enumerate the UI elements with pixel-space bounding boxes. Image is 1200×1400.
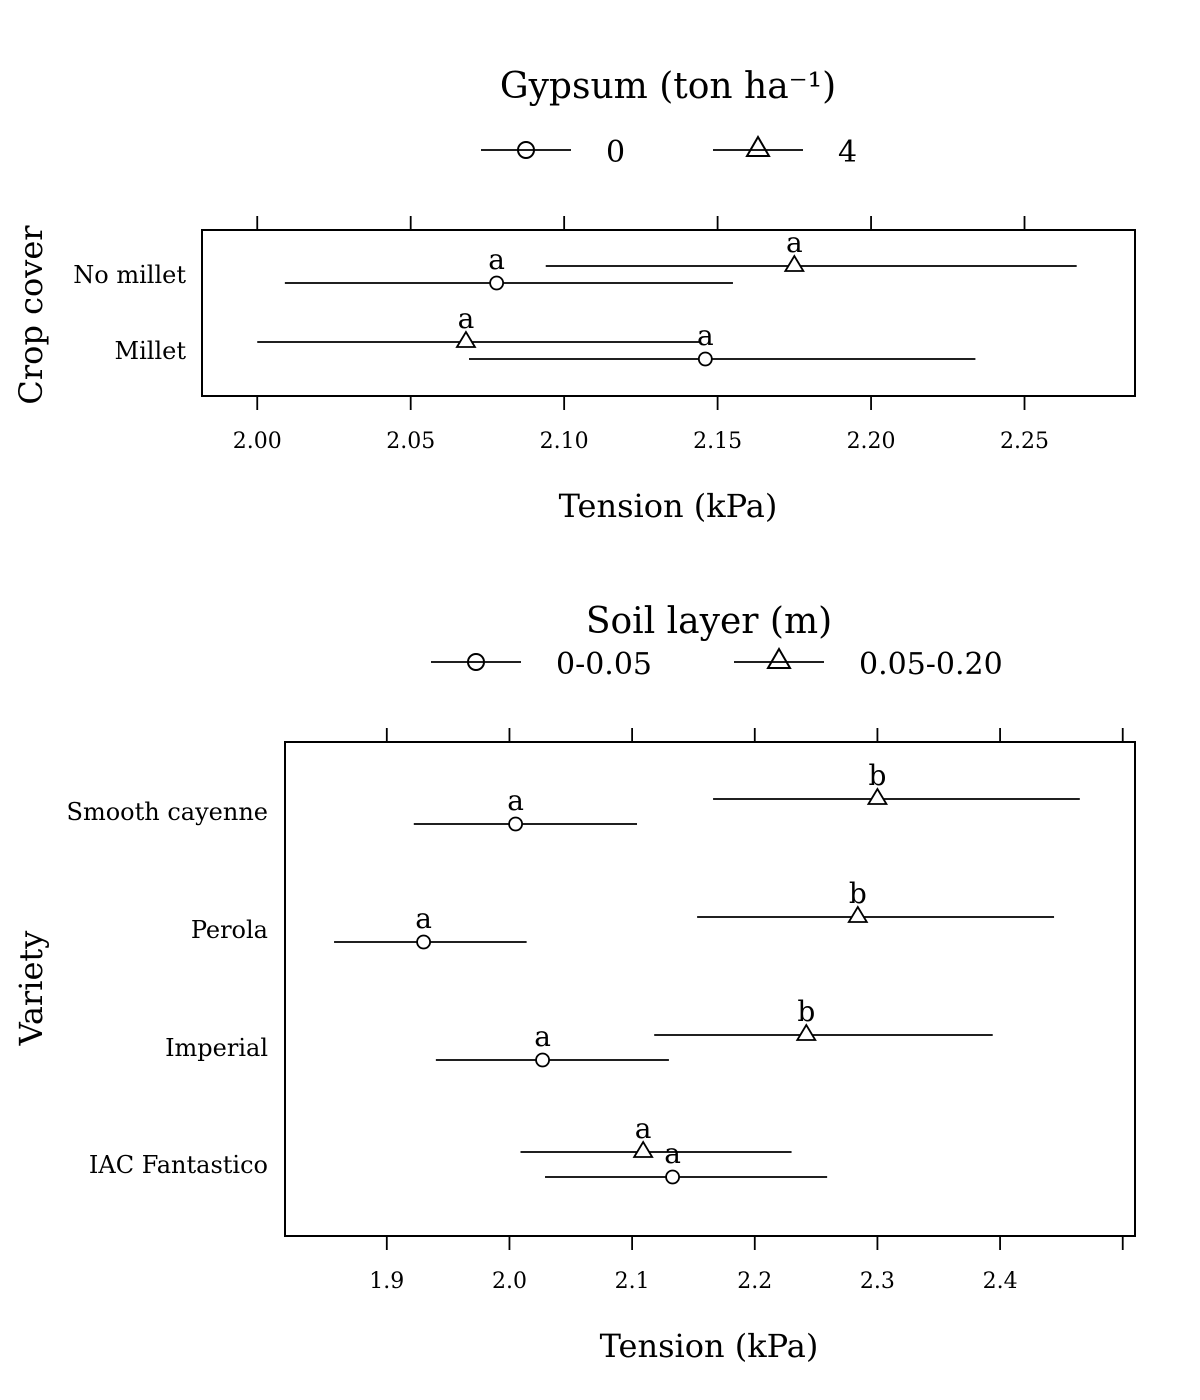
triangle-marker bbox=[847, 905, 869, 923]
variety-panel: Soil layer (m) 0-0.05 0.05-0.20 1.9 2.0 2.… bbox=[12, 601, 1136, 1365]
plot-frame bbox=[284, 741, 1136, 1237]
plot-frame bbox=[201, 229, 1136, 397]
top-ticks bbox=[256, 216, 1026, 230]
category-label: Perola bbox=[191, 916, 268, 944]
x-tick-label: 2.10 bbox=[540, 429, 589, 454]
triangle-marker bbox=[783, 254, 805, 272]
x-axis-ticks: 2.00 2.05 2.10 2.15 2.20 2.25 bbox=[233, 396, 1049, 454]
legend-circle-marker bbox=[467, 653, 485, 671]
significance-letter: a bbox=[786, 226, 803, 259]
significance-letter: b bbox=[868, 759, 886, 792]
category-labels: No millet Millet bbox=[73, 261, 186, 365]
x-tick-label: 1.9 bbox=[369, 1269, 404, 1294]
triangle-marker bbox=[632, 1140, 654, 1158]
x-axis-title: Tension (kPa) bbox=[559, 487, 778, 525]
x-tick-label: 2.1 bbox=[615, 1269, 650, 1294]
category-label: No millet bbox=[73, 261, 186, 289]
x-tick-label: 2.20 bbox=[847, 429, 896, 454]
x-axis-title: Tension (kPa) bbox=[600, 1327, 819, 1365]
significance-letter: a bbox=[664, 1137, 681, 1170]
legend-title: Gypsum (ton ha⁻¹) bbox=[500, 66, 836, 107]
legend-entry-1: 4 bbox=[713, 135, 857, 170]
legend-label: 0 bbox=[606, 135, 625, 170]
x-tick-label: 2.3 bbox=[860, 1269, 895, 1294]
x-tick-label: 2.05 bbox=[386, 429, 435, 454]
category-label: Smooth cayenne bbox=[67, 798, 268, 826]
category-label: Millet bbox=[115, 337, 187, 365]
legend-triangle-marker bbox=[745, 135, 771, 157]
significance-letter: a bbox=[697, 319, 714, 352]
x-axis-ticks: 1.9 2.0 2.1 2.2 2.3 2.4 bbox=[369, 1236, 1124, 1294]
triangle-marker bbox=[455, 330, 477, 348]
legend-entry-1: 0.05-0.20 bbox=[734, 647, 1003, 682]
x-tick-label: 2.2 bbox=[737, 1269, 772, 1294]
circle-marker bbox=[416, 934, 432, 950]
significance-letter: a bbox=[458, 302, 475, 335]
significance-letter: a bbox=[488, 243, 505, 276]
y-axis-title: Variety bbox=[12, 931, 50, 1047]
category-label: IAC Fantastico bbox=[89, 1151, 268, 1179]
circle-marker bbox=[508, 816, 523, 832]
significance-letter: b bbox=[797, 995, 815, 1028]
legend-triangle-marker bbox=[766, 647, 792, 669]
legend-label: 0-0.05 bbox=[556, 647, 652, 682]
significance-letter: a bbox=[507, 784, 524, 817]
x-tick-label: 2.15 bbox=[693, 429, 742, 454]
category-label: Imperial bbox=[165, 1034, 268, 1062]
x-tick-label: 2.0 bbox=[492, 1269, 527, 1294]
x-tick-label: 2.25 bbox=[1000, 429, 1049, 454]
circle-marker bbox=[697, 351, 713, 367]
y-axis-title: Crop cover bbox=[12, 225, 50, 405]
circle-marker bbox=[489, 275, 505, 291]
crop-cover-panel: Gypsum (ton ha⁻¹) 0 4 2.00 2.05 2.10 2.15 2.… bbox=[12, 66, 1136, 525]
triangle-marker bbox=[866, 787, 889, 805]
significance-letter: b bbox=[849, 877, 867, 910]
top-ticks bbox=[385, 728, 1124, 742]
category-labels: Smooth cayenne Perola Imperial IAC Fantasti… bbox=[67, 798, 268, 1179]
legend-label: 4 bbox=[838, 135, 857, 170]
legend-label: 0.05-0.20 bbox=[859, 647, 1003, 682]
legend-circle-marker bbox=[517, 141, 535, 159]
legend-entry-0: 0-0.05 bbox=[431, 647, 652, 682]
legend-title: Soil layer (m) bbox=[586, 601, 832, 642]
circle-marker bbox=[535, 1052, 550, 1068]
x-tick-label: 2.4 bbox=[983, 1269, 1018, 1294]
circle-marker bbox=[665, 1169, 680, 1185]
significance-letter: a bbox=[415, 902, 432, 935]
triangle-marker bbox=[795, 1023, 817, 1041]
significance-letter: a bbox=[534, 1020, 551, 1053]
x-tick-label: 2.00 bbox=[233, 429, 282, 454]
legend-entry-0: 0 bbox=[481, 135, 625, 170]
significance-letter: a bbox=[635, 1112, 652, 1145]
